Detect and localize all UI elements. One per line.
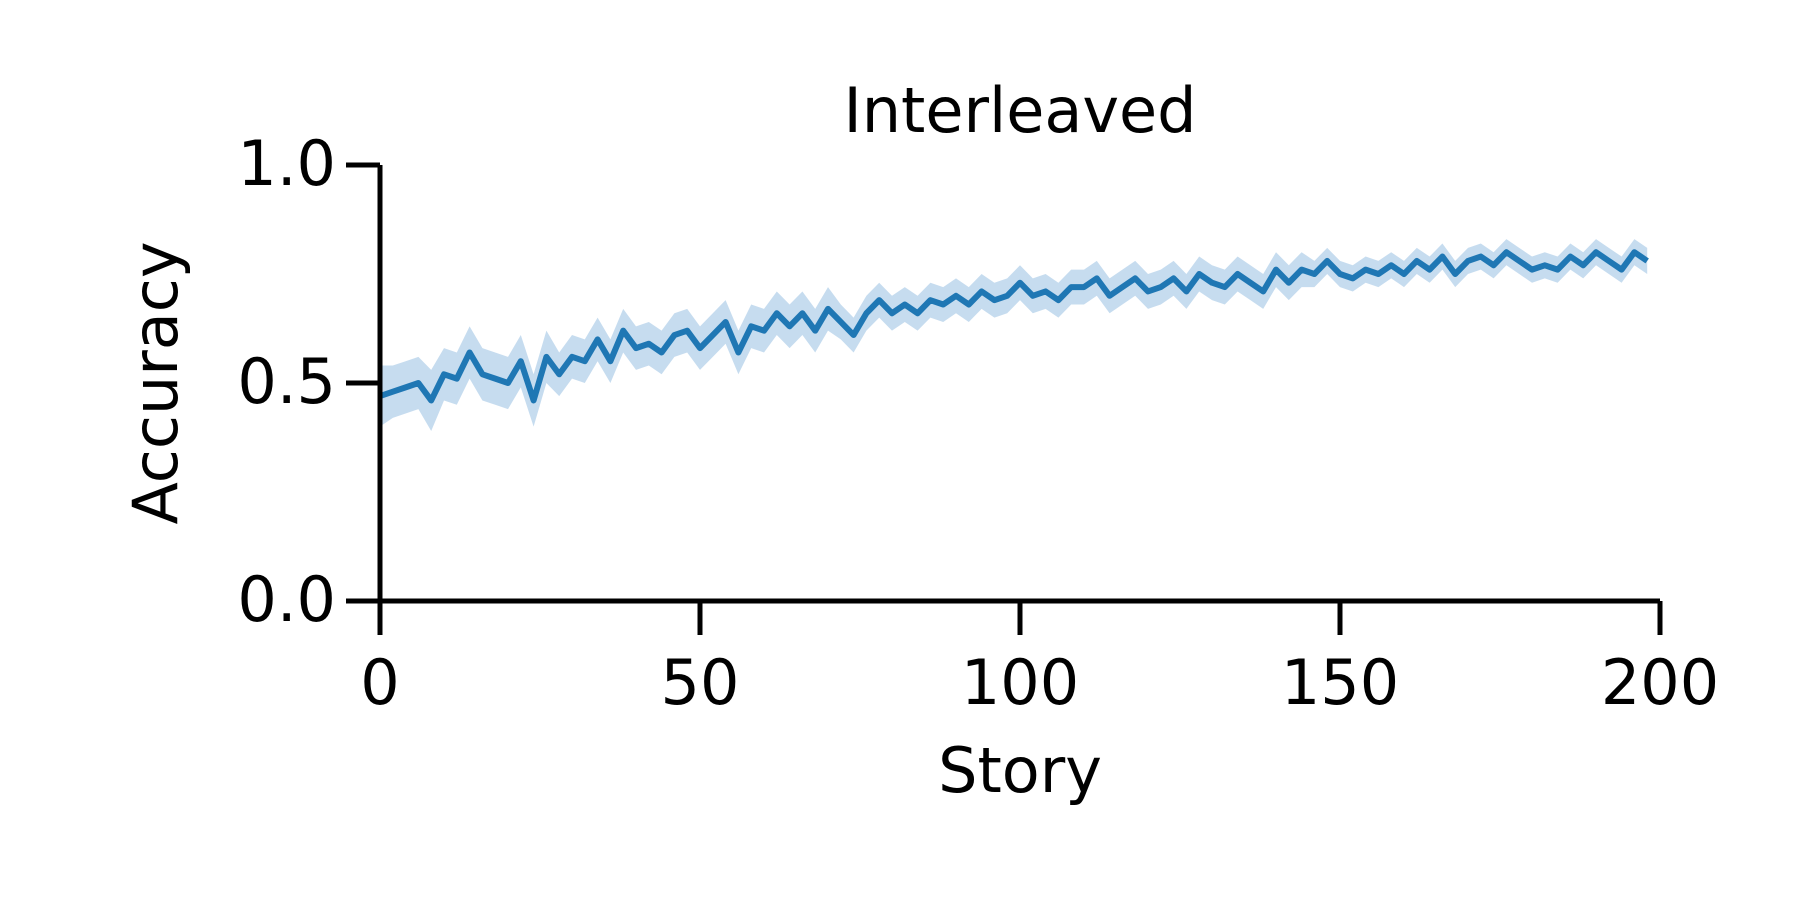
x-tick-label: 150	[1281, 646, 1399, 719]
x-tick-label: 100	[961, 646, 1079, 719]
y-axis-label: Accuracy	[119, 241, 192, 524]
x-tick-label: 0	[360, 646, 399, 719]
chart-title: Interleaved	[843, 74, 1196, 147]
x-tick-label: 50	[661, 646, 740, 719]
x-axis-label: Story	[938, 734, 1102, 807]
x-tick-label: 200	[1601, 646, 1719, 719]
y-tick-label: 0.5	[237, 345, 336, 418]
y-tick-label: 1.0	[237, 127, 336, 200]
y-tick-label: 0.0	[237, 563, 336, 636]
line	[379, 249, 1649, 404]
